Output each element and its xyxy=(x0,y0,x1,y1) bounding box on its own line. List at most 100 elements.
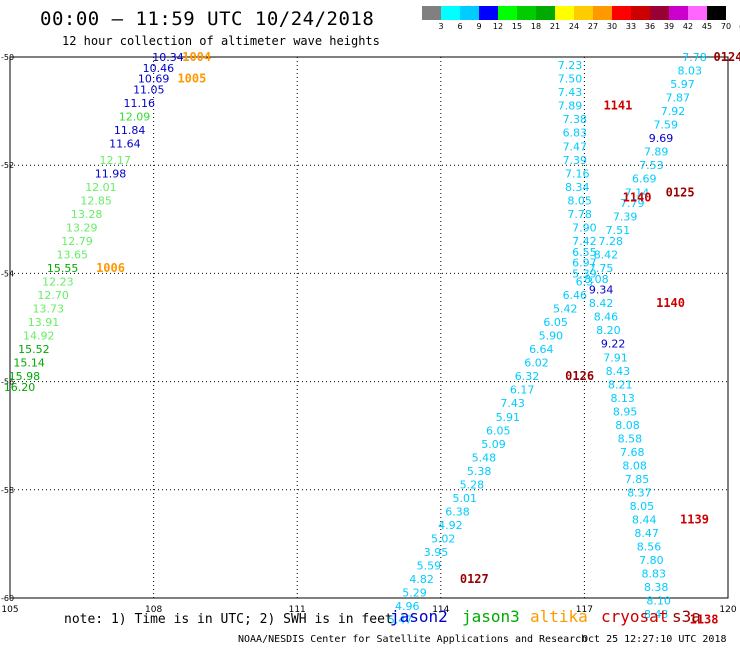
wave-height-label: 7.92 xyxy=(661,105,686,118)
wave-height-label: 8.10 xyxy=(646,595,671,608)
wave-height-label: 8.37 xyxy=(627,487,652,500)
satellite-name-jason3: jason3 xyxy=(462,607,520,626)
wave-height-label: 5.29 xyxy=(402,587,427,600)
wave-height-label: 6.46 xyxy=(563,289,588,302)
wave-height-label: 7.14 xyxy=(625,186,650,199)
legend-swatch xyxy=(441,6,460,20)
legend-swatch xyxy=(707,6,726,20)
wave-height-label: 7.79 xyxy=(620,197,645,210)
page-subtitle: 12 hour collection of altimeter wave hei… xyxy=(62,34,380,48)
wave-height-label: 4.82 xyxy=(409,573,434,586)
wave-height-label: 7.43 xyxy=(558,86,583,99)
wave-height-label: 7.89 xyxy=(644,146,669,159)
wave-height-label: 7.53 xyxy=(639,159,664,172)
wave-height-label: 13.29 xyxy=(66,221,98,234)
wave-height-label: 5.42 xyxy=(553,303,578,316)
legend-tick-label: 70 xyxy=(720,22,732,31)
wave-height-label: 15.52 xyxy=(18,343,50,356)
wave-height-label: 11.05 xyxy=(133,83,165,96)
wave-height-label: 7.59 xyxy=(654,119,679,132)
legend-tick-label: 24 xyxy=(568,22,580,31)
wave-height-label: 8.47 xyxy=(634,527,659,540)
wave-height-label: 6.69 xyxy=(632,173,657,186)
pass-time-label: 1005 xyxy=(177,72,206,86)
satellite-name-cryosat: cryosat xyxy=(601,607,669,626)
wave-height-label: 6.05 xyxy=(543,316,568,329)
wave-height-label: 6.32 xyxy=(515,370,540,383)
legend-swatch xyxy=(555,6,574,20)
wave-height-label: 12.85 xyxy=(80,194,112,207)
wave-height-label: 6.55 xyxy=(572,246,597,259)
legend-swatch xyxy=(574,6,593,20)
pass-time-label: 1006 xyxy=(96,261,125,275)
legend-swatch xyxy=(593,6,612,20)
legend-tick-label: 45 xyxy=(701,22,713,31)
legend-swatch xyxy=(460,6,479,20)
wave-height-label: 8.34 xyxy=(565,181,590,194)
wave-height-label: 8.43 xyxy=(644,608,669,621)
legend-tick-label: 39 xyxy=(663,22,675,31)
longitude-tick-label: 120 xyxy=(719,605,736,615)
legend-tick-label: 18 xyxy=(530,22,542,31)
wave-height-label: 5.02 xyxy=(431,532,456,545)
legend-swatch xyxy=(498,6,517,20)
wave-height-label: 7.38 xyxy=(563,113,588,126)
wave-height-label: 5.39 xyxy=(572,267,597,280)
wave-height-label: 15.14 xyxy=(13,357,45,370)
wave-height-label: 7.43 xyxy=(500,397,525,410)
wave-height-label: 7.75 xyxy=(589,262,614,275)
wave-height-label: 11.84 xyxy=(114,124,146,137)
pass-time-label: 0126 xyxy=(565,369,594,383)
wave-height-label: 12.01 xyxy=(85,181,117,194)
wave-height-label: 6.64 xyxy=(529,343,554,356)
wave-height-label: 12.23 xyxy=(42,276,74,289)
wave-height-label: 6.38 xyxy=(445,505,470,518)
wave-height-label: 7.78 xyxy=(682,51,707,64)
wave-height-label: 10.69 xyxy=(138,73,170,86)
wave-height-label: 8.44 xyxy=(632,514,657,527)
legend-tick-label: 33 xyxy=(625,22,637,31)
wave-height-label: 6.05 xyxy=(486,424,511,437)
legend-swatch xyxy=(536,6,555,20)
wave-height-label: 7.89 xyxy=(558,100,583,113)
wave-height-label: 8.56 xyxy=(637,541,662,554)
wave-height-label: 5.01 xyxy=(452,492,477,505)
wave-height-label: 5.09 xyxy=(481,438,506,451)
wave-height-label: 13.91 xyxy=(28,316,60,329)
footer-note: note: 1) Time is in UTC; 2) SWH is in fe… xyxy=(64,612,393,627)
wave-height-label: 8.95 xyxy=(613,405,638,418)
longitude-tick-label: 117 xyxy=(576,605,593,615)
wave-height-label: 9.22 xyxy=(601,338,626,351)
wave-height-label: 13.28 xyxy=(71,208,103,221)
wave-height-label: 11.16 xyxy=(123,97,155,110)
wave-height-label: 5.59 xyxy=(417,560,442,573)
longitude-tick-label: 108 xyxy=(145,605,162,615)
wave-height-label: 5.90 xyxy=(539,330,564,343)
wave-height-label: 12.09 xyxy=(119,111,151,124)
legend-tick-label: 9 xyxy=(476,22,482,31)
legend-swatch xyxy=(650,6,669,20)
wave-height-label: 7.68 xyxy=(620,446,645,459)
wave-height-label: 5.38 xyxy=(467,465,492,478)
legend-tick-label: 15 xyxy=(511,22,523,31)
satellite-name-s3a: s3a xyxy=(672,607,701,626)
wave-height-label: 8.13 xyxy=(610,392,635,405)
wave-height-label: 6.3 xyxy=(576,276,594,289)
legend-swatch xyxy=(688,6,707,20)
legend-swatch xyxy=(631,6,650,20)
wave-height-label: 5.47 xyxy=(388,614,413,627)
latitude-tick-label: -54 xyxy=(1,269,14,278)
pass-time-label: 0124 xyxy=(714,50,740,64)
longitude-tick-label: 114 xyxy=(432,605,449,615)
legend-tick-label: 12 xyxy=(492,22,504,31)
longitude-tick-label: 111 xyxy=(289,605,306,615)
pass-time-label: 1140 xyxy=(656,296,685,310)
wave-height-label: 5.48 xyxy=(472,451,497,464)
map-frame xyxy=(9,56,729,599)
wave-height-label: 7.39 xyxy=(613,211,638,224)
legend-tick-label: (ft) xyxy=(739,22,740,31)
wave-height-label: 7.23 xyxy=(558,59,583,72)
legend-swatch xyxy=(612,6,631,20)
wave-height-label: 7.85 xyxy=(625,473,650,486)
wave-height-label: 4.96 xyxy=(395,600,420,613)
